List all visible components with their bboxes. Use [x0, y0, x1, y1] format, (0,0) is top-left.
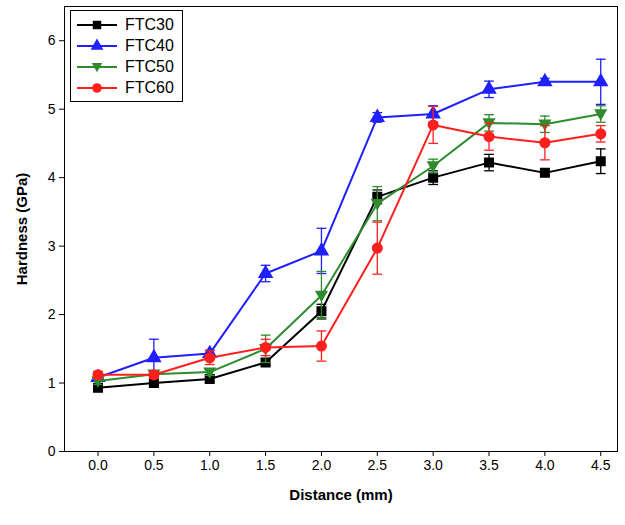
svg-text:0.0: 0.0: [88, 457, 108, 473]
svg-text:2.5: 2.5: [368, 457, 388, 473]
svg-text:3: 3: [48, 238, 56, 254]
svg-text:Hardness (GPa): Hardness (GPa): [13, 173, 30, 286]
svg-text:5: 5: [48, 101, 56, 117]
svg-text:2.0: 2.0: [312, 457, 332, 473]
svg-text:1: 1: [48, 375, 56, 391]
html-text:FTC60: FTC60: [125, 78, 174, 96]
html-text:FTC40: FTC40: [125, 36, 174, 54]
svg-text:Distance (mm): Distance (mm): [289, 486, 392, 503]
svg-text:4.5: 4.5: [591, 457, 611, 473]
html-text:FTC50: FTC50: [125, 57, 174, 75]
svg-text:1.0: 1.0: [200, 457, 220, 473]
svg-text:3.5: 3.5: [479, 457, 499, 473]
svg-text:0: 0: [48, 443, 56, 459]
svg-text:6: 6: [48, 32, 56, 48]
html-text:FTC30: FTC30: [125, 15, 174, 33]
svg-text:1.5: 1.5: [256, 457, 276, 473]
svg-text:3.0: 3.0: [423, 457, 443, 473]
svg-text:0.5: 0.5: [144, 457, 164, 473]
svg-text:4: 4: [48, 169, 56, 185]
svg-text:2: 2: [48, 306, 56, 322]
svg-text:4.0: 4.0: [535, 457, 555, 473]
